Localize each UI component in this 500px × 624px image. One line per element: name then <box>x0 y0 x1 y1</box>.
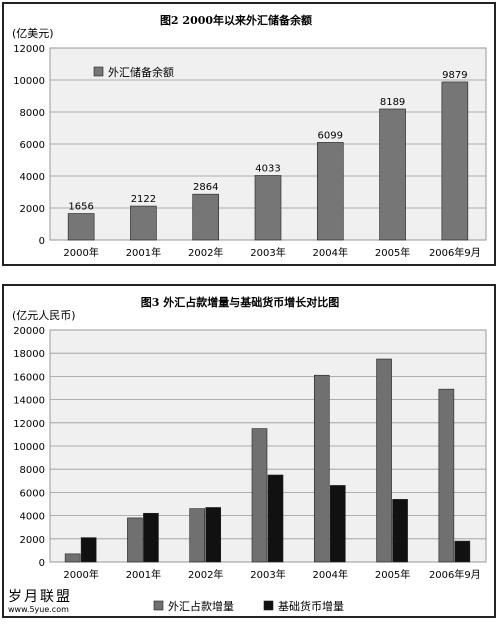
chart1-svg: 图2 2000年以来外汇储备余额 (亿美元) 0 2000 4000 6000 8000 10… <box>12 13 487 259</box>
x-tick-label: 2003年 <box>250 246 285 259</box>
y-axis-unit-label: (亿美元) <box>12 27 54 40</box>
data-label: 9879 <box>442 70 467 81</box>
bar <box>438 388 455 563</box>
bar <box>454 540 471 563</box>
bar <box>329 485 346 563</box>
x-tick-label: 2006年9月 <box>429 246 481 259</box>
y-tick-label: 6000 <box>20 140 45 151</box>
y-tick-label: 4000 <box>20 172 45 183</box>
chart2-panel: 图3 外汇占款增量与基础货币增长对比图 (亿元人民币) 0 2000 4000 6000 8… <box>2 284 496 618</box>
bar <box>143 512 159 563</box>
y-tick-label: 6000 <box>20 488 45 499</box>
legend-swatch <box>93 66 104 77</box>
data-label: 6099 <box>318 130 343 141</box>
x-tick-label: 2003年 <box>250 568 285 581</box>
y-tick-label: 12000 <box>13 44 45 55</box>
watermark-url: www.5yue.com <box>8 605 69 614</box>
bar <box>392 499 408 563</box>
x-tick-label: 2002年 <box>188 246 223 259</box>
x-tick-label: 2005年 <box>375 568 410 581</box>
watermark-text: 岁月联盟 <box>8 589 72 605</box>
bar <box>205 507 222 563</box>
chart1-panel: 图2 2000年以来外汇储备余额 (亿美元) 0 2000 4000 6000 8000 10… <box>2 2 496 266</box>
y-tick-label: 0 <box>39 558 45 569</box>
bar <box>127 517 143 563</box>
y-tick-label: 8000 <box>20 465 45 476</box>
bar <box>130 205 157 241</box>
legend-label: 外汇储备余额 <box>108 65 174 79</box>
legend-label: 外汇占款增量 <box>168 599 234 613</box>
x-tick-label: 2001年 <box>126 568 161 581</box>
bar <box>254 175 282 241</box>
bar <box>80 537 97 563</box>
bar <box>313 374 330 563</box>
chart2-svg: 图3 外汇占款增量与基础货币增长对比图 (亿元人民币) 0 2000 4000 6000 8… <box>12 295 487 613</box>
data-label: 2122 <box>131 194 156 205</box>
data-label: 4033 <box>255 163 280 174</box>
y-tick-label: 10000 <box>13 442 45 453</box>
x-tick-label: 2004年 <box>313 246 348 259</box>
bar <box>441 81 469 241</box>
bar <box>376 358 392 563</box>
y-tick-label: 2000 <box>20 204 45 215</box>
y-tick-label: 0 <box>39 236 45 247</box>
y-tick-label: 2000 <box>20 535 45 546</box>
bar <box>316 142 344 241</box>
bar <box>64 553 81 563</box>
x-tick-label: 2000年 <box>63 568 98 581</box>
bar <box>192 193 220 241</box>
y-tick-label: 8000 <box>20 108 45 119</box>
y-tick-label: 16000 <box>13 372 45 383</box>
bar <box>379 108 406 241</box>
legend-swatch <box>263 600 274 611</box>
x-tick-label: 2000年 <box>63 246 98 259</box>
data-label: 8189 <box>380 97 405 108</box>
y-axis-unit-label: (亿元人民币) <box>12 309 76 322</box>
chart-title: 图2 2000年以来外汇储备余额 <box>160 13 312 27</box>
data-label: 2864 <box>193 182 218 193</box>
y-tick-label: 10000 <box>13 76 45 87</box>
x-tick-label: 2002年 <box>188 568 223 581</box>
y-tick-label: 4000 <box>20 512 45 523</box>
data-label: 1656 <box>68 202 93 213</box>
bar <box>267 474 284 563</box>
x-tick-label: 2006年9月 <box>429 568 481 581</box>
bar <box>189 508 206 563</box>
watermark-logo: 岁月联盟 www.5yue.com <box>8 586 88 620</box>
x-tick-label: 2004年 <box>313 568 348 581</box>
chart-title: 图3 外汇占款增量与基础货币增长对比图 <box>141 295 339 309</box>
bar <box>67 213 95 241</box>
bar <box>251 428 268 563</box>
x-tick-label: 2001年 <box>126 246 161 259</box>
legend-label: 基础货币增量 <box>278 599 344 613</box>
y-tick-label: 20000 <box>13 326 45 337</box>
y-tick-label: 12000 <box>13 419 45 430</box>
legend-swatch <box>153 600 164 611</box>
x-tick-label: 2005年 <box>375 246 410 259</box>
y-tick-label: 14000 <box>13 396 45 407</box>
y-tick-label: 18000 <box>13 349 45 360</box>
